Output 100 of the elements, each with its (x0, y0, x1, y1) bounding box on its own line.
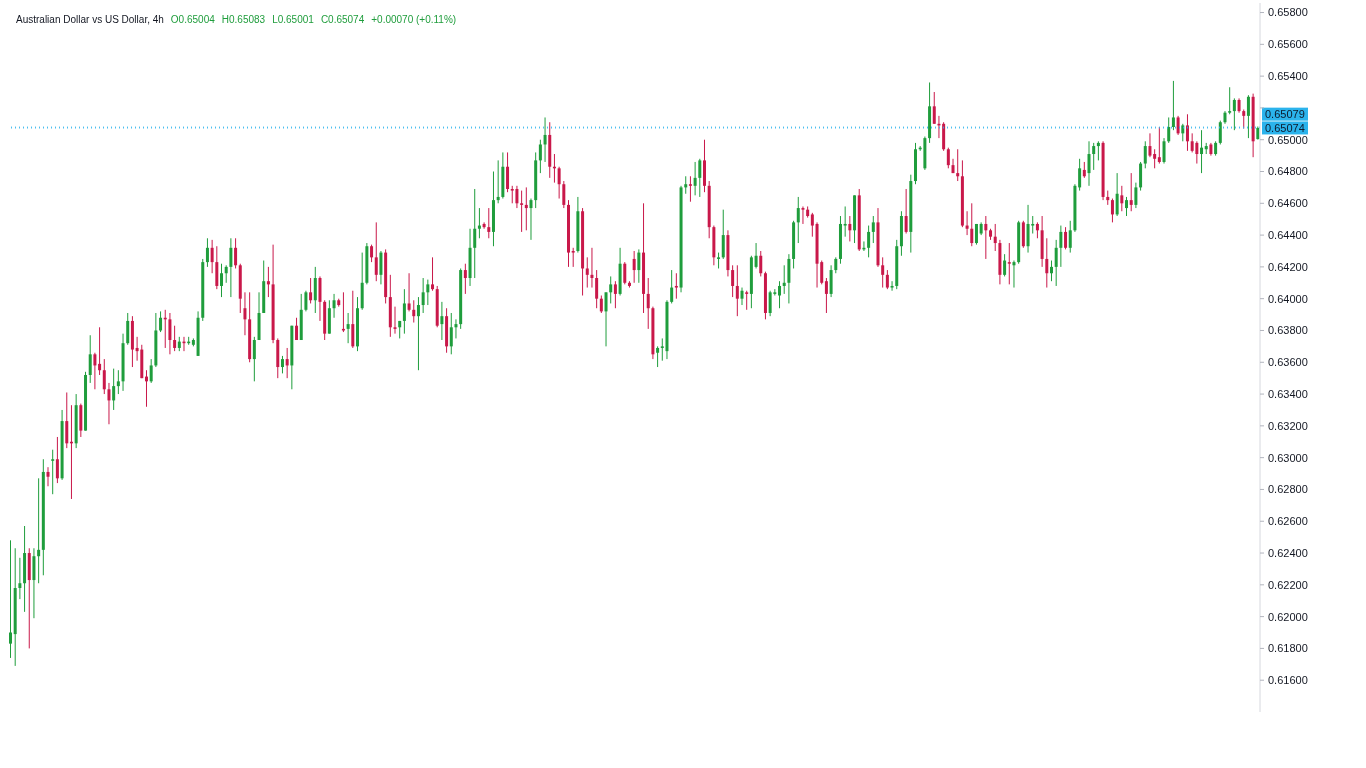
candlestick (698, 158, 702, 198)
candlestick (604, 291, 608, 347)
candlestick (1153, 148, 1157, 169)
candlestick (740, 287, 744, 306)
candlestick (159, 310, 163, 333)
candlestick (205, 237, 209, 268)
candlestick (515, 185, 519, 209)
candlestick (801, 205, 805, 225)
y-tick-label: 0.62200 (1268, 578, 1308, 591)
candlestick (304, 290, 308, 312)
candlestick (1162, 137, 1166, 165)
candlestick (543, 116, 547, 163)
y-tick-label: 0.62000 (1268, 610, 1308, 623)
candlestick (412, 299, 416, 324)
candlestick (1171, 80, 1175, 131)
candlestick (402, 288, 406, 335)
candlestick (885, 269, 889, 290)
candlestick (1242, 109, 1246, 130)
candlestick (721, 209, 725, 260)
candlestick (1185, 113, 1189, 152)
candlestick (168, 312, 172, 355)
candlestick (407, 272, 411, 312)
candlestick (463, 263, 467, 295)
candlestick (848, 215, 852, 242)
annotation: H0.65083 (221, 13, 266, 26)
candlestick (93, 352, 97, 390)
candlestick (871, 215, 875, 244)
y-tick-label: 0.63600 (1268, 356, 1308, 369)
y-tick-label: 0.63400 (1268, 387, 1308, 400)
candlestick (37, 477, 41, 584)
candlestick (449, 312, 453, 355)
candlestick (1021, 220, 1025, 249)
candlestick (1134, 182, 1138, 209)
candlestick (1190, 132, 1194, 153)
candlestick (1232, 97, 1236, 131)
candlestick (984, 215, 988, 260)
y-tick-label: 0.64600 (1268, 197, 1308, 210)
candlestick (946, 147, 950, 169)
candlestick (1195, 140, 1199, 165)
candlestick (787, 253, 791, 304)
candlestick (309, 277, 313, 304)
candlestick (431, 256, 435, 292)
candlestick (731, 264, 735, 298)
ref-line-label: 0.65074 (1265, 121, 1305, 134)
candlestick (116, 369, 120, 395)
candlestick (1120, 185, 1124, 212)
candlestick (65, 391, 69, 449)
candlestick (18, 557, 22, 600)
candlestick (890, 280, 894, 292)
candlestick (32, 547, 36, 619)
annotation: C0.65074 (320, 13, 365, 26)
candlestick (506, 151, 510, 193)
candlestick (318, 275, 322, 322)
candlestick (993, 223, 997, 252)
y-tick-label: 0.65800 (1268, 6, 1308, 19)
candlestick (313, 266, 317, 314)
candlestick (646, 277, 650, 330)
candlestick (1125, 196, 1129, 217)
candlestick (351, 290, 355, 349)
candlestick (266, 266, 270, 298)
candlestick (637, 248, 641, 284)
candlestick (1045, 237, 1049, 289)
candlestick (688, 175, 692, 203)
y-tick-label: 0.63000 (1268, 451, 1308, 464)
candlestick (112, 368, 116, 411)
candlestick (609, 275, 613, 304)
candlestick (46, 466, 50, 487)
candlestick (107, 382, 111, 425)
candlestick (1012, 260, 1016, 289)
candlestick (904, 188, 908, 234)
annotation: +0.00070 (+0.11%) (371, 13, 457, 26)
candlestick (1026, 204, 1030, 254)
candlestick (1139, 161, 1143, 192)
candlestick (346, 312, 350, 344)
y-tick-label: 0.62800 (1268, 483, 1308, 496)
candlestick (754, 242, 758, 269)
candlestick (1096, 140, 1100, 161)
candlestick (229, 237, 233, 298)
candlestick (1054, 239, 1058, 287)
candlestick (1068, 220, 1072, 254)
candlestick (778, 280, 782, 309)
candlestick (965, 210, 969, 236)
candlestick (1143, 140, 1147, 169)
candlestick (1078, 158, 1082, 192)
candlestick (1200, 129, 1204, 174)
candlestick (88, 334, 92, 384)
candlestick (520, 190, 524, 233)
candlestick (126, 312, 130, 346)
candlestick (524, 186, 528, 231)
candlestick (98, 326, 102, 376)
candlestick (1246, 94, 1250, 139)
candlestick (1003, 253, 1007, 277)
candlestick (585, 256, 589, 289)
y-tick-label: 0.65400 (1268, 70, 1308, 83)
candlestick (932, 91, 936, 125)
candlestick (810, 212, 814, 238)
candlestick (1115, 172, 1119, 217)
candlestick (243, 291, 247, 336)
candlestick (824, 277, 828, 314)
candlestick (1064, 226, 1068, 250)
